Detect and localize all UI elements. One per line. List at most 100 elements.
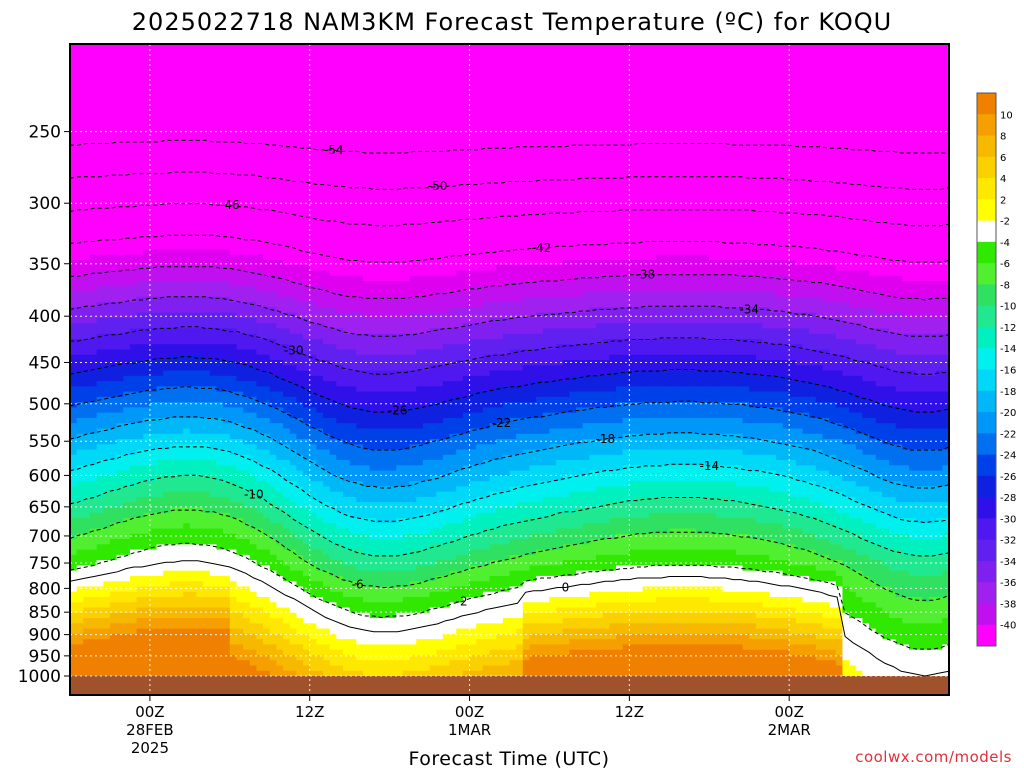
temperature-cell	[83, 59, 91, 66]
temperature-cell	[229, 333, 238, 340]
temperature-cell	[216, 370, 224, 377]
temperature-cell	[103, 486, 111, 493]
temperature-cell	[176, 191, 184, 198]
temperature-cell	[109, 502, 118, 509]
temperature-cell	[116, 70, 124, 77]
temperature-cell	[263, 586, 271, 593]
temperature-cell	[223, 554, 231, 561]
temperature-cell	[169, 259, 178, 266]
temperature-cell	[156, 186, 164, 193]
temperature-cell	[316, 354, 324, 361]
temperature-cell	[163, 665, 171, 672]
temperature-cell	[263, 523, 271, 530]
temperature-cell	[283, 154, 291, 161]
temperature-cell	[70, 670, 78, 677]
temperature-cell	[323, 354, 331, 361]
temperature-cell	[269, 265, 278, 272]
temperature-cell	[129, 117, 138, 124]
temperature-cell	[70, 196, 78, 203]
temperature-cell	[163, 217, 171, 224]
temperature-cell	[163, 539, 171, 545]
temperature-cell	[123, 591, 131, 598]
temperature-cell	[163, 233, 171, 240]
temperature-cell	[103, 202, 111, 208]
temperature-cell	[76, 233, 84, 240]
temperature-cell	[209, 212, 218, 219]
temperature-cell	[149, 433, 158, 440]
temperature-cell	[103, 59, 111, 66]
temperature-cell	[103, 44, 111, 50]
temperature-cell	[249, 454, 258, 461]
temperature-cell	[156, 254, 164, 261]
temperature-cell	[76, 270, 84, 277]
temperature-cell	[116, 639, 124, 645]
temperature-cell	[156, 391, 164, 398]
temperature-cell	[109, 433, 118, 440]
temperature-cell	[96, 512, 104, 519]
temperature-cell	[336, 275, 344, 282]
temperature-cell	[216, 628, 224, 635]
temperature-cell	[109, 644, 118, 651]
temperature-cell	[149, 665, 158, 672]
temperature-cell	[169, 202, 178, 208]
temperature-cell	[156, 496, 164, 503]
temperature-cell	[76, 49, 84, 56]
temperature-cell	[123, 144, 131, 150]
temperature-cell	[223, 175, 231, 182]
temperature-cell	[89, 117, 98, 124]
temperature-cell	[243, 649, 251, 656]
temperature-cell	[243, 265, 251, 272]
temperature-cell	[303, 123, 311, 129]
temperature-cell	[329, 428, 337, 435]
temperature-cell	[83, 486, 91, 493]
temperature-cell	[70, 80, 78, 87]
temperature-cell	[123, 618, 131, 624]
temperature-cell	[216, 618, 224, 624]
temperature-cell	[216, 365, 224, 372]
temperature-cell	[229, 475, 238, 482]
temperature-cell	[169, 460, 178, 466]
temperature-cell	[336, 101, 344, 108]
temperature-cell	[243, 370, 251, 377]
temperature-cell	[189, 554, 198, 561]
temperature-cell	[116, 597, 124, 603]
temperature-cell	[229, 312, 238, 319]
temperature-cell	[123, 570, 131, 577]
temperature-cell	[329, 244, 337, 250]
temperature-cell	[316, 454, 324, 461]
temperature-cell	[203, 254, 211, 261]
temperature-cell	[156, 228, 164, 235]
temperature-cell	[123, 170, 131, 177]
temperature-cell	[216, 59, 224, 66]
temperature-cell	[283, 165, 291, 171]
temperature-cell	[323, 270, 331, 277]
temperature-cell	[336, 575, 344, 582]
temperature-cell	[309, 433, 317, 440]
temperature-cell	[256, 138, 264, 145]
temperature-cell	[163, 307, 171, 314]
temperature-cell	[236, 496, 244, 503]
temperature-cell	[316, 602, 324, 609]
temperature-cell	[156, 539, 164, 545]
temperature-cell	[176, 433, 184, 440]
temperature-cell	[223, 407, 231, 414]
temperature-cell	[336, 149, 344, 156]
temperature-cell	[209, 165, 218, 171]
temperature-cell	[183, 44, 191, 50]
temperature-cell	[149, 533, 158, 540]
temperature-cell	[109, 128, 118, 135]
temperature-cell	[89, 265, 98, 272]
temperature-cell	[223, 491, 231, 498]
temperature-cell	[256, 433, 264, 440]
temperature-cell	[143, 470, 151, 477]
temperature-cell	[109, 112, 118, 119]
temperature-cell	[229, 560, 238, 566]
temperature-cell	[256, 496, 264, 503]
temperature-cell	[109, 628, 118, 635]
temperature-cell	[223, 618, 231, 624]
temperature-cell	[269, 502, 278, 509]
temperature-cell	[129, 402, 138, 408]
temperature-cell	[203, 207, 211, 214]
temperature-cell	[103, 528, 111, 535]
temperature-cell	[289, 470, 298, 477]
